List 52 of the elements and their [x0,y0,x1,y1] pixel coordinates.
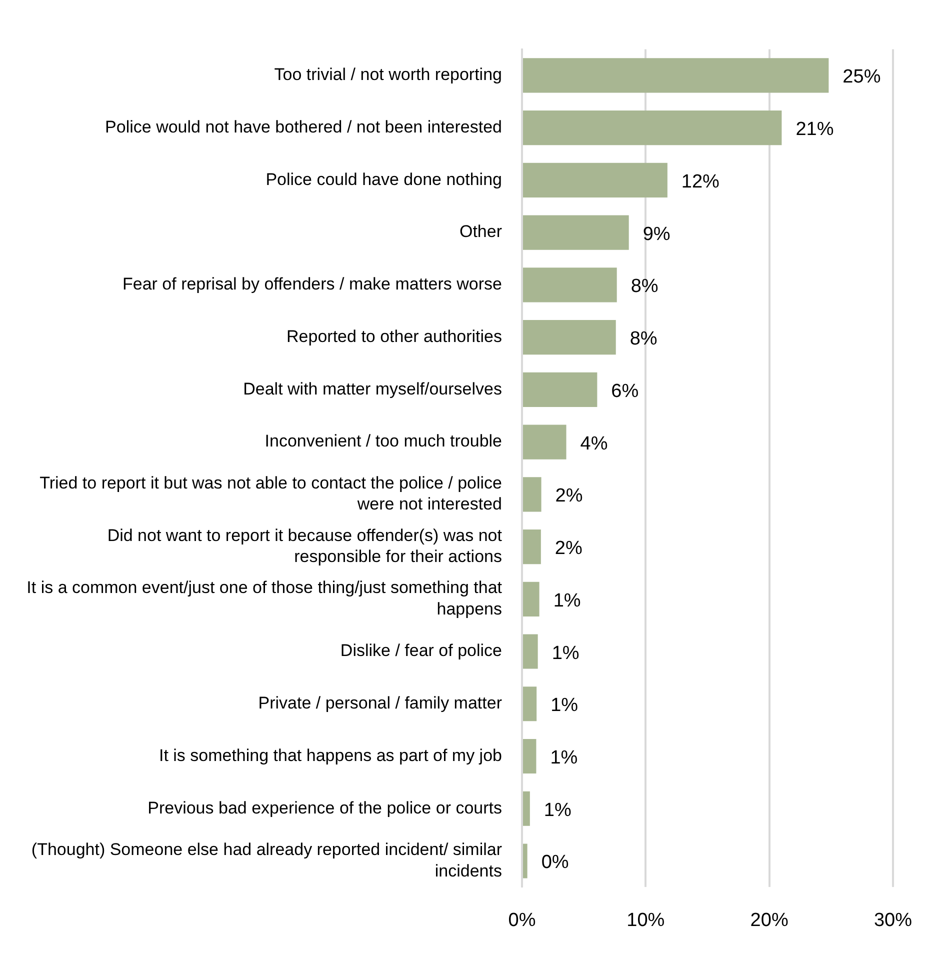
y-tick-label: Private / personal / family matter [258,694,502,713]
data-label: 2% [555,486,583,507]
y-tick-label: Dislike / fear of police [340,641,502,660]
data-label: 1% [550,695,578,716]
y-tick-label: Other [459,222,502,242]
y-tick-label: Fear of reprisal by offenders / make matters worse [122,274,502,294]
data-label: 8% [630,328,658,350]
bar [523,477,542,512]
y-tick-label: (Thought) Someone else had already reported incident/ similar incidents [31,840,502,880]
y-tick-label: Too trivial / not worth reporting [274,65,502,84]
bar [523,844,528,878]
bar [523,530,541,564]
y-tick-label: Previous bad experience of the police or courts [148,798,502,818]
bar [523,320,616,355]
bar [523,738,536,774]
data-label: 0% [541,852,569,874]
data-label: 25% [842,66,881,88]
data-label: 1% [544,800,572,821]
bar [523,215,629,250]
y-tick-label: Reported to other authorities [286,326,502,346]
y-tick-label: Police would not have bothered / not been interested [105,117,502,136]
data-label: 1% [553,590,581,612]
data-label: 6% [611,380,639,402]
data-label: 1% [550,748,578,769]
bar [523,110,782,146]
bar [523,791,530,826]
x-tick-label: 20% [750,910,788,931]
y-tick-label: Dealt with matter myself/ourselves [243,379,502,398]
bar [523,58,829,93]
data-label: 4% [580,433,608,454]
data-label: 21% [796,119,834,140]
y-tick-label: Tried to report it but was not able to contact the police / police were not interested [40,473,502,514]
bar [523,372,598,407]
bar [523,582,540,616]
data-label: 1% [552,642,580,664]
data-label: 2% [554,538,582,560]
bar [523,424,566,460]
data-label: 12% [681,171,720,192]
y-tick-label: It is something that happens as part of my job [158,746,502,765]
y-tick-label: Did not want to report it because offender(s) was not responsible for their actions [107,526,502,566]
x-tick-label: 30% [874,910,912,931]
x-tick-label: 0% [508,910,536,931]
bar [523,268,617,302]
y-tick-label: Police could have done nothing [266,170,502,189]
y-tick-label: It is a common event/just one of those thing/just something that happens [26,578,502,618]
x-tick-label: 10% [626,910,665,931]
y-tick-label: Inconvenient / too much trouble [264,432,502,451]
data-label: 9% [642,224,670,245]
bar [523,162,668,198]
bar [523,634,538,669]
data-label: 8% [630,276,658,298]
bar [523,686,537,722]
